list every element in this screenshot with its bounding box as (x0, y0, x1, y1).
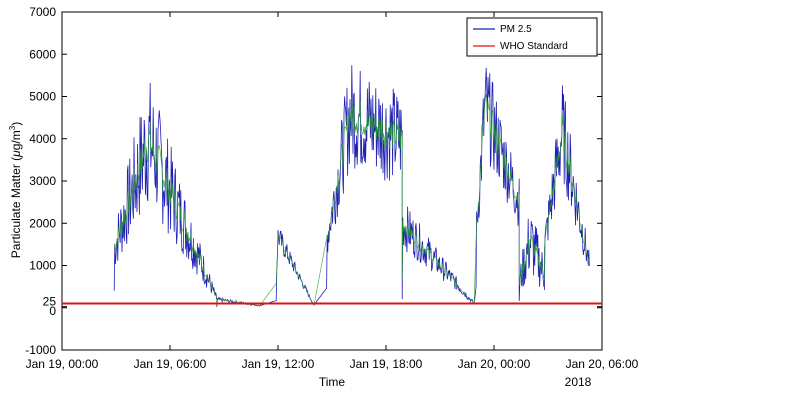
y-tick-label: 25 (43, 295, 57, 309)
x-tick-label: Jan 19, 18:00 (350, 357, 423, 371)
y-tick-label: 7000 (29, 5, 56, 19)
x-tick-label: Jan 19, 12:00 (242, 357, 315, 371)
legend-label-pm25: PM 2.5 (500, 24, 532, 35)
legend: PM 2.5 WHO Standard (466, 17, 598, 57)
y-tick-label: 1000 (29, 259, 56, 273)
y-tick-label: 0 (49, 304, 56, 318)
y-tick-label: 2000 (29, 216, 56, 230)
x-tick-label: Jan 20, 00:00 (458, 357, 531, 371)
y-tick-label: 3000 (29, 174, 56, 188)
series-pm25-line (113, 65, 590, 307)
y-axis-title-main: Particulate Matter ( (9, 157, 23, 258)
y-axis-title-unit: g/m (9, 130, 23, 150)
x-axis-year: 2018 (565, 375, 592, 389)
legend-label-who: WHO Standard (500, 41, 568, 52)
legend-box (466, 17, 598, 57)
y-axis-title: Particulate Matter (μg/m3) (8, 122, 23, 258)
x-tick-label: Jan 19, 06:00 (134, 357, 207, 371)
y-axis-title-sup: 3 (8, 125, 17, 130)
series-layer (62, 65, 602, 307)
y-axis-title-close: ) (9, 122, 23, 126)
y-axis-title-mu: μ (9, 150, 23, 158)
series-pm25-trend-line (113, 94, 590, 307)
y-tick-label: 4000 (29, 132, 56, 146)
y-tick-label: 5000 (29, 90, 56, 104)
x-axis: Jan 19, 00:00 Jan 19, 06:00 Jan 19, 12:00 J… (26, 12, 639, 371)
x-axis-title: Time (319, 375, 346, 389)
y-axis: -1000 025 1000 2000 3000 4000 5000 6000 7000 (25, 5, 602, 357)
y-tick-label: 6000 (29, 47, 56, 61)
x-tick-label: Jan 19, 00:00 (26, 357, 99, 371)
plot-area (61, 11, 603, 351)
x-tick-label: Jan 20, 06:00 (566, 357, 639, 371)
y-tick-label: -1000 (25, 343, 56, 357)
